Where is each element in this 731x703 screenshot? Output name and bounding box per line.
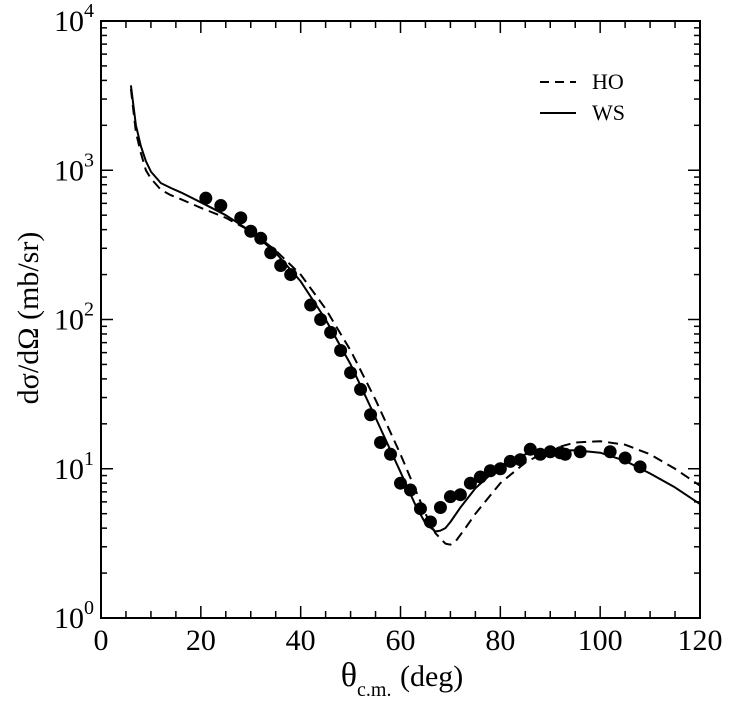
data-point	[284, 268, 298, 282]
data-point	[274, 259, 288, 273]
data-point	[374, 435, 388, 449]
data-point	[618, 451, 632, 465]
data-point	[244, 224, 258, 238]
curves	[129, 85, 700, 546]
data-point	[403, 483, 417, 497]
x-tick-label: 120	[678, 624, 723, 657]
x-axis-units: (deg)	[400, 660, 463, 693]
data-point	[199, 191, 213, 205]
y-tick-base: 10	[54, 154, 84, 187]
data-point	[483, 464, 497, 478]
y-tick-exponent: 1	[84, 448, 94, 470]
y-tick-base: 10	[54, 5, 84, 38]
data-point	[394, 476, 407, 490]
data-point	[354, 382, 368, 396]
data-point	[214, 199, 228, 213]
x-axis-spacer	[391, 657, 400, 694]
y-tick-exponent: 4	[84, 0, 94, 22]
x-tick-label: 80	[485, 624, 515, 657]
data-point	[364, 408, 378, 422]
y-tick-label: 103	[54, 149, 94, 187]
x-tick-label: 60	[386, 624, 416, 657]
x-axis-symbol: θ	[341, 657, 357, 694]
y-axis-title: dσ/dΩ (mb/sr)	[12, 232, 45, 405]
data-point	[503, 454, 517, 468]
data-point	[543, 445, 557, 459]
legend-label-ho: HO	[592, 69, 624, 94]
data-point	[463, 476, 477, 490]
data-point	[603, 445, 617, 459]
data-point	[413, 502, 427, 516]
data-point	[533, 447, 547, 461]
data-point	[573, 445, 587, 459]
series-line-ws	[129, 85, 700, 533]
data-point	[443, 490, 457, 504]
x-tick-label: 40	[286, 624, 316, 657]
data-point	[344, 366, 358, 380]
data-point	[433, 501, 447, 515]
x-tick-label: 20	[186, 624, 216, 657]
x-axis-title: θc.m. (deg)	[341, 657, 464, 701]
plot-frame	[100, 20, 701, 619]
data-point	[314, 313, 328, 326]
data-point	[423, 515, 437, 529]
y-tick-label: 100	[54, 597, 94, 635]
data-point	[513, 453, 527, 467]
data-point	[384, 447, 398, 461]
y-tick-base: 10	[54, 602, 84, 635]
data-point	[558, 447, 572, 461]
x-tick-label: 100	[578, 624, 623, 657]
y-tick-base: 10	[54, 304, 84, 337]
y-tick-base: 10	[54, 453, 84, 486]
x-tick-labels: 0 20 40 60 80 100 120	[94, 624, 723, 657]
data-point	[304, 298, 318, 312]
legend-label-ws: WS	[592, 100, 625, 125]
x-tick-label: 0	[94, 624, 109, 657]
data-point	[633, 460, 647, 474]
y-tick-label: 102	[54, 299, 94, 337]
data-point	[523, 442, 537, 456]
data-point	[334, 343, 348, 357]
data-point	[453, 488, 467, 502]
data-point	[493, 462, 507, 476]
series-line-ho	[129, 88, 700, 546]
y-tick-label: 104	[54, 0, 94, 38]
data-markers	[199, 191, 647, 529]
y-tick-exponent: 2	[84, 299, 94, 321]
data-point	[264, 246, 278, 260]
data-point	[254, 231, 268, 245]
y-tick-exponent: 3	[84, 149, 94, 171]
data-point	[473, 470, 487, 484]
y-tick-exponent: 0	[84, 597, 94, 619]
legend: HO WS	[540, 69, 625, 125]
data-point	[234, 211, 248, 225]
data-point	[324, 325, 338, 339]
x-axis-subscript: c.m.	[357, 679, 391, 701]
y-tick-label: 101	[54, 448, 94, 486]
